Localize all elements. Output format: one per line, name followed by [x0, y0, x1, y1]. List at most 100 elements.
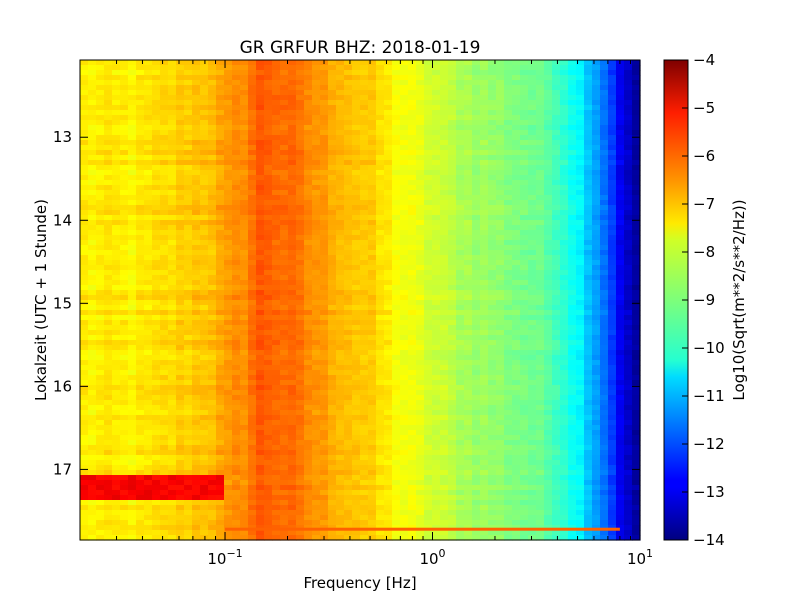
heatmap-cell — [136, 100, 145, 106]
heatmap-cell — [224, 145, 233, 151]
heatmap-cell — [400, 150, 409, 156]
heatmap-cell — [560, 235, 569, 241]
heatmap-cell — [152, 220, 161, 226]
heatmap-cell — [632, 225, 641, 231]
heatmap-cell — [232, 140, 241, 146]
heatmap-cell — [208, 250, 217, 256]
heatmap-cell — [336, 290, 345, 296]
heatmap-cell — [248, 325, 257, 331]
heatmap-cell — [240, 370, 249, 376]
heatmap-cell — [272, 335, 281, 341]
heatmap-cell — [112, 295, 121, 301]
heatmap-cell — [456, 145, 465, 151]
heatmap-cell — [632, 325, 641, 331]
heatmap-cell — [416, 325, 425, 331]
heatmap-cell — [528, 110, 537, 116]
heatmap-cell — [216, 315, 225, 321]
heatmap-cell — [352, 240, 361, 246]
heatmap-cell — [432, 365, 441, 371]
heatmap-cell — [488, 380, 497, 386]
heatmap-cell — [616, 370, 625, 376]
heatmap-cell — [240, 285, 249, 291]
heatmap-cell — [528, 215, 537, 221]
heatmap-cell — [80, 80, 89, 86]
heatmap-cell — [176, 80, 185, 86]
heatmap-cell — [152, 145, 161, 151]
heatmap-cell — [408, 410, 417, 416]
heatmap-cell — [272, 80, 281, 86]
heatmap-cell — [232, 165, 241, 171]
heatmap-cell — [160, 260, 169, 266]
heatmap-cell — [96, 195, 105, 201]
heatmap-cell — [224, 295, 233, 301]
heatmap-cell — [616, 140, 625, 146]
heatmap-cell — [168, 155, 177, 161]
heatmap-cell — [80, 90, 89, 96]
heatmap-cell — [264, 100, 273, 106]
heatmap-cell — [352, 380, 361, 386]
heatmap-cell — [520, 385, 529, 391]
heatmap-cell — [440, 220, 449, 226]
heatmap-cell — [584, 165, 593, 171]
heatmap-cell — [496, 370, 505, 376]
heatmap-cell — [600, 225, 609, 231]
heatmap-cell — [328, 240, 337, 246]
heatmap-cell — [480, 330, 489, 336]
heatmap-cell — [136, 175, 145, 181]
heatmap-cell — [168, 85, 177, 91]
heatmap-cell — [360, 370, 369, 376]
heatmap-cell — [480, 80, 489, 86]
heatmap-cell — [416, 300, 425, 306]
heatmap-cell — [424, 345, 433, 351]
heatmap-cell — [624, 345, 633, 351]
heatmap-cell — [520, 265, 529, 271]
heatmap-cell — [592, 380, 601, 386]
heatmap-cell — [416, 260, 425, 266]
heatmap-cell — [264, 125, 273, 131]
heatmap-cell — [480, 155, 489, 161]
heatmap-cell — [408, 125, 417, 131]
heatmap-cell — [576, 160, 585, 166]
heatmap-cell — [376, 115, 385, 121]
heatmap-cell — [176, 105, 185, 111]
heatmap-cell — [504, 80, 513, 86]
heatmap-cell — [424, 85, 433, 91]
heatmap-cell — [104, 95, 113, 101]
heatmap-cell — [320, 90, 329, 96]
heatmap-cell — [384, 215, 393, 221]
heatmap-cell — [576, 195, 585, 201]
heatmap-cell — [160, 270, 169, 276]
heatmap-cell — [240, 330, 249, 336]
heatmap-cell — [224, 90, 233, 96]
heatmap-cell — [408, 120, 417, 126]
chart-title: GR GRFUR BHZ: 2018-01-19 — [240, 38, 481, 58]
heatmap-cell — [88, 300, 97, 306]
heatmap-cell — [416, 145, 425, 151]
heatmap-cell — [496, 325, 505, 331]
heatmap-cell — [368, 225, 377, 231]
heatmap-cell — [424, 390, 433, 396]
heatmap-cell — [80, 70, 89, 76]
heatmap-cell — [440, 235, 449, 241]
heatmap-cell — [184, 230, 193, 236]
heatmap-cell — [152, 260, 161, 266]
heatmap-cell — [464, 280, 473, 286]
heatmap-cell — [112, 155, 121, 161]
heatmap-cell — [248, 165, 257, 171]
heatmap-cell — [368, 95, 377, 101]
heatmap-cell — [288, 105, 297, 111]
heatmap-cell — [224, 355, 233, 361]
heatmap-cell — [104, 375, 113, 381]
heatmap-cell — [144, 290, 153, 296]
heatmap-cell — [568, 140, 577, 146]
heatmap-cell — [256, 145, 265, 151]
heatmap-cell — [408, 245, 417, 251]
heatmap-cell — [344, 395, 353, 401]
heatmap-cell — [408, 225, 417, 231]
heatmap-cell — [248, 290, 257, 296]
heatmap-cell — [480, 140, 489, 146]
heatmap-cell — [104, 105, 113, 111]
heatmap-cell — [224, 405, 233, 411]
heatmap-cell — [440, 310, 449, 316]
heatmap-cell — [184, 295, 193, 301]
